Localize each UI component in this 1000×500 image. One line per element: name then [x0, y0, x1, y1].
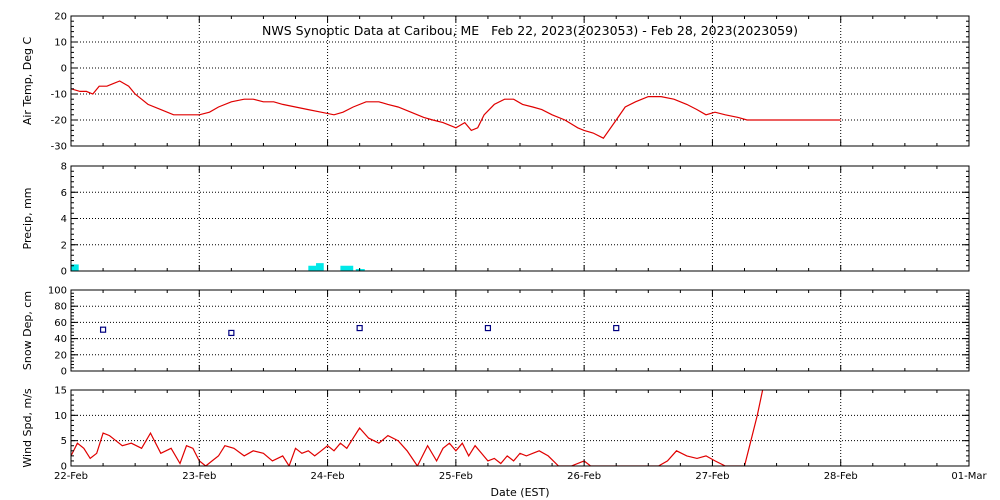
precip-bar	[316, 263, 324, 271]
snow-depth-y-axis-title: Snow Dep, cm	[21, 291, 34, 370]
snow-depth-point	[99, 326, 107, 333]
x-tick-label: 24-Feb	[311, 471, 345, 482]
snow-depth-point	[228, 329, 235, 337]
snow-depth-ytick-label: 40	[54, 334, 67, 345]
snow-depth-point	[484, 324, 492, 332]
wind-speed-ytick-label: 10	[54, 411, 67, 422]
chart-title: NWS Synoptic Data at Caribou, ME Feb 22,…	[262, 23, 798, 38]
data-layer	[71, 80, 841, 466]
snow-depth-ytick-label: 20	[54, 350, 67, 361]
snow-depth-point	[356, 324, 363, 332]
precip-ytick-label: 6	[61, 188, 67, 199]
x-tick-label: 22-Feb	[54, 471, 88, 482]
x-tick-label: 23-Feb	[182, 471, 216, 482]
snow-depth-ytick-label: 80	[54, 302, 67, 313]
precip-y-axis-title: Precip, mm	[21, 188, 34, 250]
precip-ytick-label: 2	[61, 240, 67, 251]
snow-depth-ytick-label: 60	[54, 318, 67, 329]
grid-layer	[71, 16, 969, 466]
air-temp-ytick-label: 10	[54, 38, 67, 49]
precip-series	[71, 263, 365, 271]
precip-ytick-label: 8	[61, 162, 67, 173]
wind-speed-ytick-label: 0	[61, 462, 67, 473]
snow-depth-ytick-label: 100	[48, 286, 67, 297]
air-temp-ytick-label: -20	[51, 116, 67, 127]
label-layer: -30 -20 -10 0 10 20 Air Temp, Deg C 0 2 4 6 8 Precip…	[21, 12, 987, 483]
x-axis-title: Date (EST)	[490, 486, 549, 499]
x-tick-label: 25-Feb	[439, 471, 473, 482]
precip-bar	[308, 265, 317, 271]
air-temp-ytick-label: 20	[54, 12, 67, 23]
air-temp-ytick-label: 0	[61, 64, 67, 75]
air-temp-ytick-label: -30	[51, 142, 67, 153]
tick-layer	[70, 15, 970, 467]
snow-depth-point	[613, 324, 620, 332]
snow-depth-ytick-label: 0	[61, 367, 67, 378]
precip-bar	[71, 264, 79, 271]
wind-speed-ytick-label: 5	[61, 436, 67, 447]
precip-bar	[355, 269, 365, 271]
air-temp-y-axis-title: Air Temp, Deg C	[21, 37, 34, 126]
x-tick-label: 26-Feb	[567, 471, 601, 482]
precip-ytick-label: 4	[61, 214, 67, 225]
x-tick-label: 27-Feb	[695, 471, 729, 482]
air-temp-line	[71, 80, 841, 139]
air-temp-series	[71, 80, 841, 139]
wind-speed-ytick-label: 15	[54, 386, 67, 397]
air-temp-ytick-label: -10	[51, 90, 67, 101]
wind-speed-y-axis-title: Wind Spd, m/s	[21, 388, 34, 468]
snow-depth-series	[99, 324, 620, 337]
precip-ytick-label: 0	[61, 267, 67, 278]
wind-speed-line	[71, 390, 764, 466]
x-tick-label: 01-Mar	[951, 471, 987, 482]
x-tick-label: 28-Feb	[824, 471, 858, 482]
precip-bar	[340, 265, 354, 271]
wind-speed-series	[71, 390, 764, 466]
